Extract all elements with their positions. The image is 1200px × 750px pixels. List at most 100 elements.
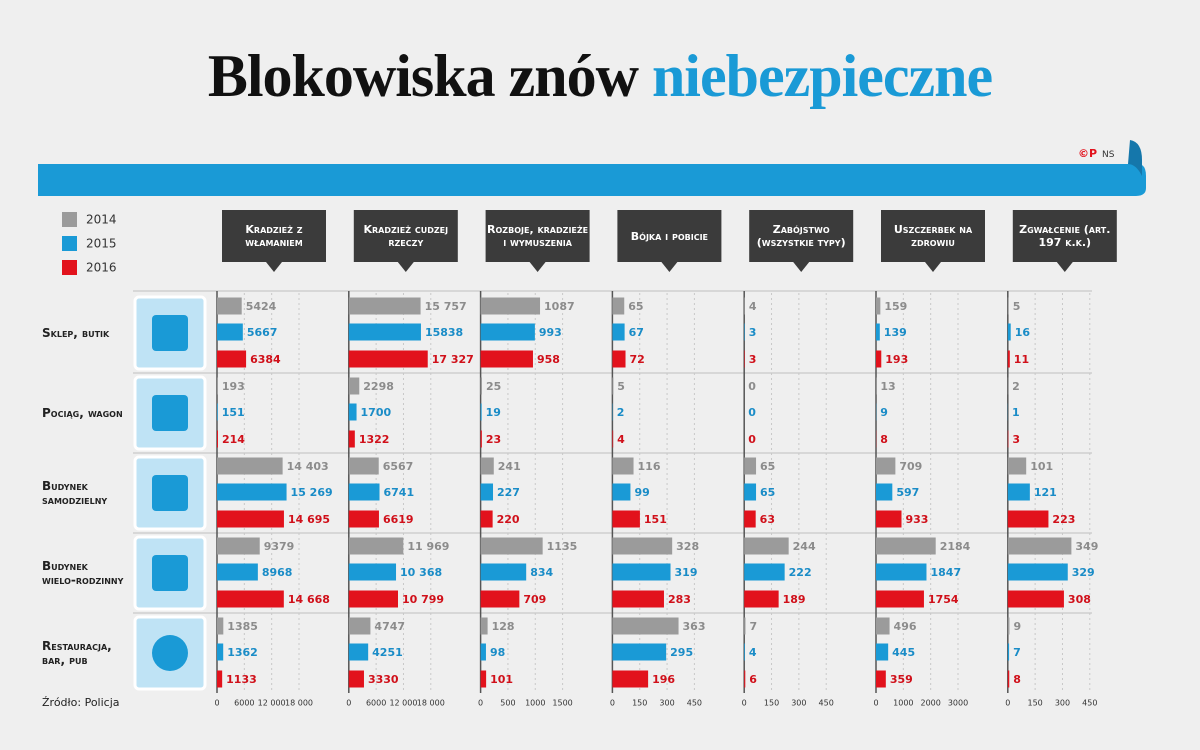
header-pointer (793, 262, 810, 272)
bar (612, 617, 679, 635)
bar (217, 617, 224, 635)
bar (876, 350, 882, 368)
bar (217, 537, 260, 555)
value-label: 329 (1072, 566, 1095, 579)
bar (876, 670, 886, 688)
x-tick-label: 150 (632, 699, 647, 708)
legend-swatch (62, 260, 77, 275)
bar (480, 617, 488, 635)
value-label: 1847 (930, 566, 961, 579)
bar (217, 377, 218, 395)
value-label: 13 (880, 380, 895, 393)
header-box (881, 210, 985, 262)
value-label: 7 (1013, 646, 1021, 659)
value-label: 958 (537, 353, 560, 366)
value-label: 5 (1013, 300, 1021, 313)
value-label: 72 (630, 353, 645, 366)
value-label: 220 (497, 513, 520, 526)
value-label: 349 (1075, 540, 1098, 553)
header-box (1012, 210, 1117, 262)
bar (1007, 617, 1010, 635)
value-label: 14 668 (288, 593, 330, 606)
row-icon-glyph (152, 315, 188, 351)
value-label: 19 (486, 406, 501, 419)
bar (744, 670, 746, 688)
x-tick-label: 450 (1082, 699, 1097, 708)
banner (38, 164, 1146, 196)
value-label: 17 327 (432, 353, 474, 366)
bar (1007, 430, 1009, 448)
value-label: 128 (492, 620, 515, 633)
title: Blokowiska znów niebezpieczne (0, 42, 1200, 111)
bar (480, 403, 482, 421)
bar (480, 590, 520, 608)
bar (217, 350, 247, 368)
value-label: 121 (1034, 486, 1057, 499)
value-label: 196 (652, 673, 675, 686)
value-label: 1700 (361, 406, 392, 419)
bar (876, 643, 889, 661)
x-tick-label: 3000 (948, 699, 968, 708)
value-label: 359 (890, 673, 913, 686)
value-label: 5667 (247, 326, 278, 339)
bar (1007, 537, 1072, 555)
bar (612, 430, 614, 448)
value-label: 3 (749, 326, 757, 339)
value-label: 1362 (227, 646, 258, 659)
x-tick-label: 18 000 (285, 699, 313, 708)
x-tick-label: 450 (687, 699, 702, 708)
bar (348, 563, 397, 581)
row-icon-glyph (152, 555, 188, 591)
value-label: 1322 (359, 433, 390, 446)
panel-title: Zabójstwo (wszystkie typy) (756, 223, 846, 249)
bar (480, 457, 494, 475)
value-label: 933 (906, 513, 929, 526)
x-tick-label: 1000 (893, 699, 913, 708)
value-label: 4 (617, 433, 625, 446)
x-tick-label: 150 (764, 699, 779, 708)
bar (1007, 297, 1009, 315)
value-label: 222 (789, 566, 812, 579)
value-label: 9 (1013, 620, 1021, 633)
bar (744, 563, 785, 581)
legend-swatch (62, 236, 77, 251)
value-label: 8 (880, 433, 888, 446)
bar (1007, 563, 1068, 581)
bar (876, 323, 880, 341)
value-label: 65 (760, 460, 775, 473)
value-label: 834 (530, 566, 553, 579)
value-label: 319 (675, 566, 698, 579)
bar (876, 617, 890, 635)
bar (612, 670, 649, 688)
panel-title: Kradzież z włamaniem (245, 223, 303, 249)
header-pointer (266, 262, 282, 272)
value-label: 8 (1013, 673, 1021, 686)
bar (348, 483, 380, 501)
row-label: Restauracja, bar, pub (42, 639, 112, 667)
value-label: 1754 (928, 593, 959, 606)
bar (480, 510, 493, 528)
value-label: 23 (486, 433, 501, 446)
bar (612, 457, 634, 475)
title-highlight: niebezpieczne (651, 43, 993, 109)
bar (348, 377, 360, 395)
bar (480, 350, 533, 368)
value-label: 63 (760, 513, 775, 526)
value-label: 189 (783, 593, 806, 606)
legend-label: 2015 (86, 237, 117, 251)
value-label: 6384 (250, 353, 281, 366)
value-label: 9379 (264, 540, 295, 553)
row-label: Pociąg, wagon (42, 406, 123, 420)
value-label: 993 (539, 326, 562, 339)
bar (348, 590, 398, 608)
bar (217, 457, 283, 475)
bar (480, 297, 541, 315)
value-label: 116 (638, 460, 661, 473)
bar (1007, 643, 1010, 661)
value-label: 98 (490, 646, 505, 659)
x-tick-label: 0 (214, 699, 219, 708)
value-label: 2 (617, 406, 625, 419)
x-tick-label: 12 000 (389, 699, 417, 708)
bar (876, 590, 924, 608)
bar (217, 323, 243, 341)
